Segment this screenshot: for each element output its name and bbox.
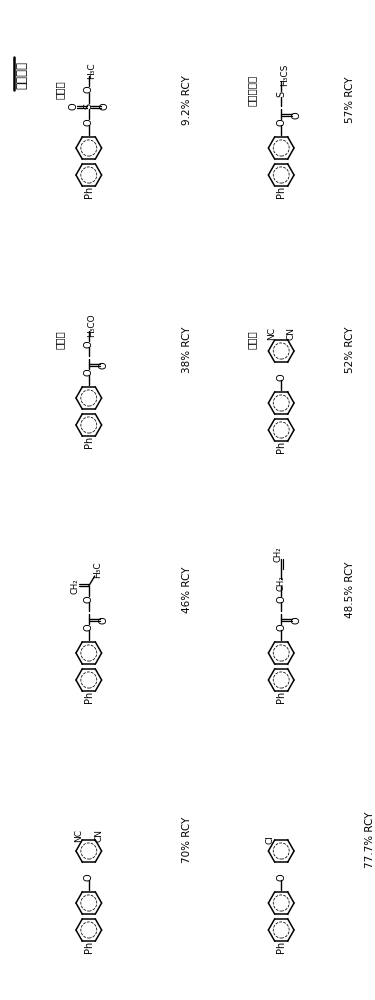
- Text: H₃C: H₃C: [93, 562, 102, 578]
- Text: O: O: [84, 595, 94, 603]
- Text: CN: CN: [94, 828, 103, 842]
- Text: Ph: Ph: [276, 186, 286, 198]
- Text: O: O: [84, 118, 94, 126]
- Text: O: O: [84, 623, 94, 631]
- Text: S: S: [276, 91, 286, 97]
- Text: Ph: Ph: [276, 441, 286, 453]
- Text: O: O: [84, 873, 94, 881]
- Text: CH₂: CH₂: [277, 575, 286, 591]
- Text: CH₂: CH₂: [274, 546, 283, 562]
- Text: O: O: [84, 340, 94, 348]
- Text: 硫代碳酸酯: 硫代碳酸酯: [247, 74, 256, 106]
- Text: NC: NC: [74, 828, 83, 842]
- Text: O: O: [84, 85, 94, 93]
- Text: O: O: [291, 616, 301, 624]
- Text: 9.2% RCY: 9.2% RCY: [183, 75, 192, 125]
- Text: O: O: [276, 873, 286, 881]
- Text: NC: NC: [267, 328, 276, 340]
- Text: CN: CN: [286, 328, 296, 340]
- Text: Ph: Ph: [84, 186, 94, 198]
- Text: Ph: Ph: [84, 436, 94, 448]
- Text: 46% RCY: 46% RCY: [183, 567, 192, 613]
- Text: 77.7% RCY: 77.7% RCY: [365, 812, 375, 868]
- Text: 70% RCY: 70% RCY: [183, 817, 192, 863]
- Text: O: O: [276, 118, 286, 126]
- Text: S: S: [84, 103, 94, 109]
- Text: O: O: [276, 623, 286, 631]
- Text: O: O: [84, 368, 94, 376]
- Text: Ph: Ph: [84, 691, 94, 703]
- Text: 38% RCY: 38% RCY: [183, 327, 192, 373]
- Text: 57% RCY: 57% RCY: [345, 77, 355, 123]
- Text: 52% RCY: 52% RCY: [345, 327, 355, 373]
- Text: O: O: [276, 595, 286, 603]
- Text: 48.5% RCY: 48.5% RCY: [345, 562, 355, 618]
- Text: O: O: [99, 361, 109, 369]
- Text: CH₂: CH₂: [70, 578, 80, 594]
- Text: 碳酸酯: 碳酸酯: [54, 331, 64, 349]
- Text: 磺酸酯: 磺酸酯: [54, 81, 64, 99]
- Text: Ph: Ph: [276, 691, 286, 703]
- Text: Ph: Ph: [276, 941, 286, 953]
- Text: 芳基醚: 芳基醚: [247, 331, 256, 349]
- Text: O: O: [276, 373, 286, 381]
- Text: O: O: [291, 111, 301, 119]
- Text: Ph: Ph: [84, 941, 94, 953]
- Text: O: O: [100, 102, 109, 110]
- Text: 酥衍生物: 酥衍生物: [15, 61, 28, 89]
- Text: H₃CO: H₃CO: [87, 313, 96, 337]
- Text: O: O: [68, 102, 78, 110]
- Text: O: O: [99, 616, 109, 624]
- Text: Cl: Cl: [266, 836, 275, 844]
- Text: H₃C: H₃C: [87, 63, 96, 79]
- Text: H₃CS: H₃CS: [280, 64, 289, 86]
